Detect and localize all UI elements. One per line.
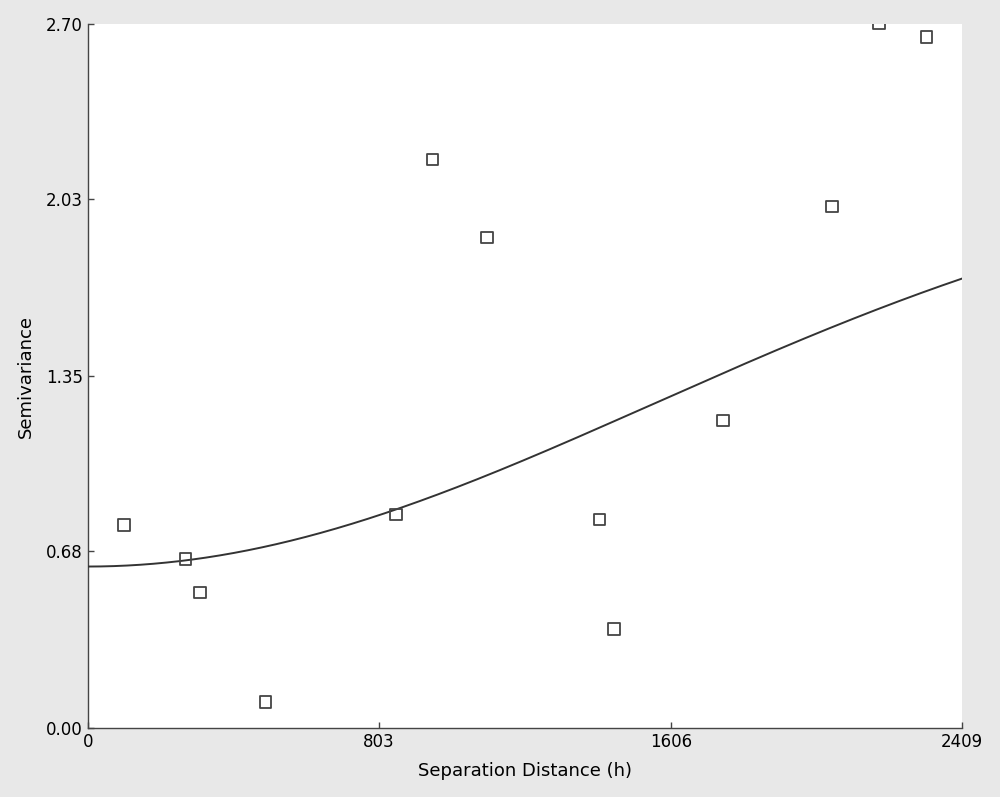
Point xyxy=(258,696,274,709)
Y-axis label: Semivariance: Semivariance xyxy=(17,315,35,438)
Point xyxy=(715,414,731,426)
Point xyxy=(918,30,934,43)
X-axis label: Separation Distance (h): Separation Distance (h) xyxy=(418,763,632,780)
Point xyxy=(116,518,132,531)
Point xyxy=(178,552,194,565)
Point xyxy=(479,231,495,244)
Point xyxy=(606,622,622,635)
Point xyxy=(192,587,208,599)
Point xyxy=(425,153,441,166)
Point xyxy=(871,18,887,30)
Point xyxy=(388,508,404,520)
Point xyxy=(592,513,608,526)
Point xyxy=(824,200,840,213)
